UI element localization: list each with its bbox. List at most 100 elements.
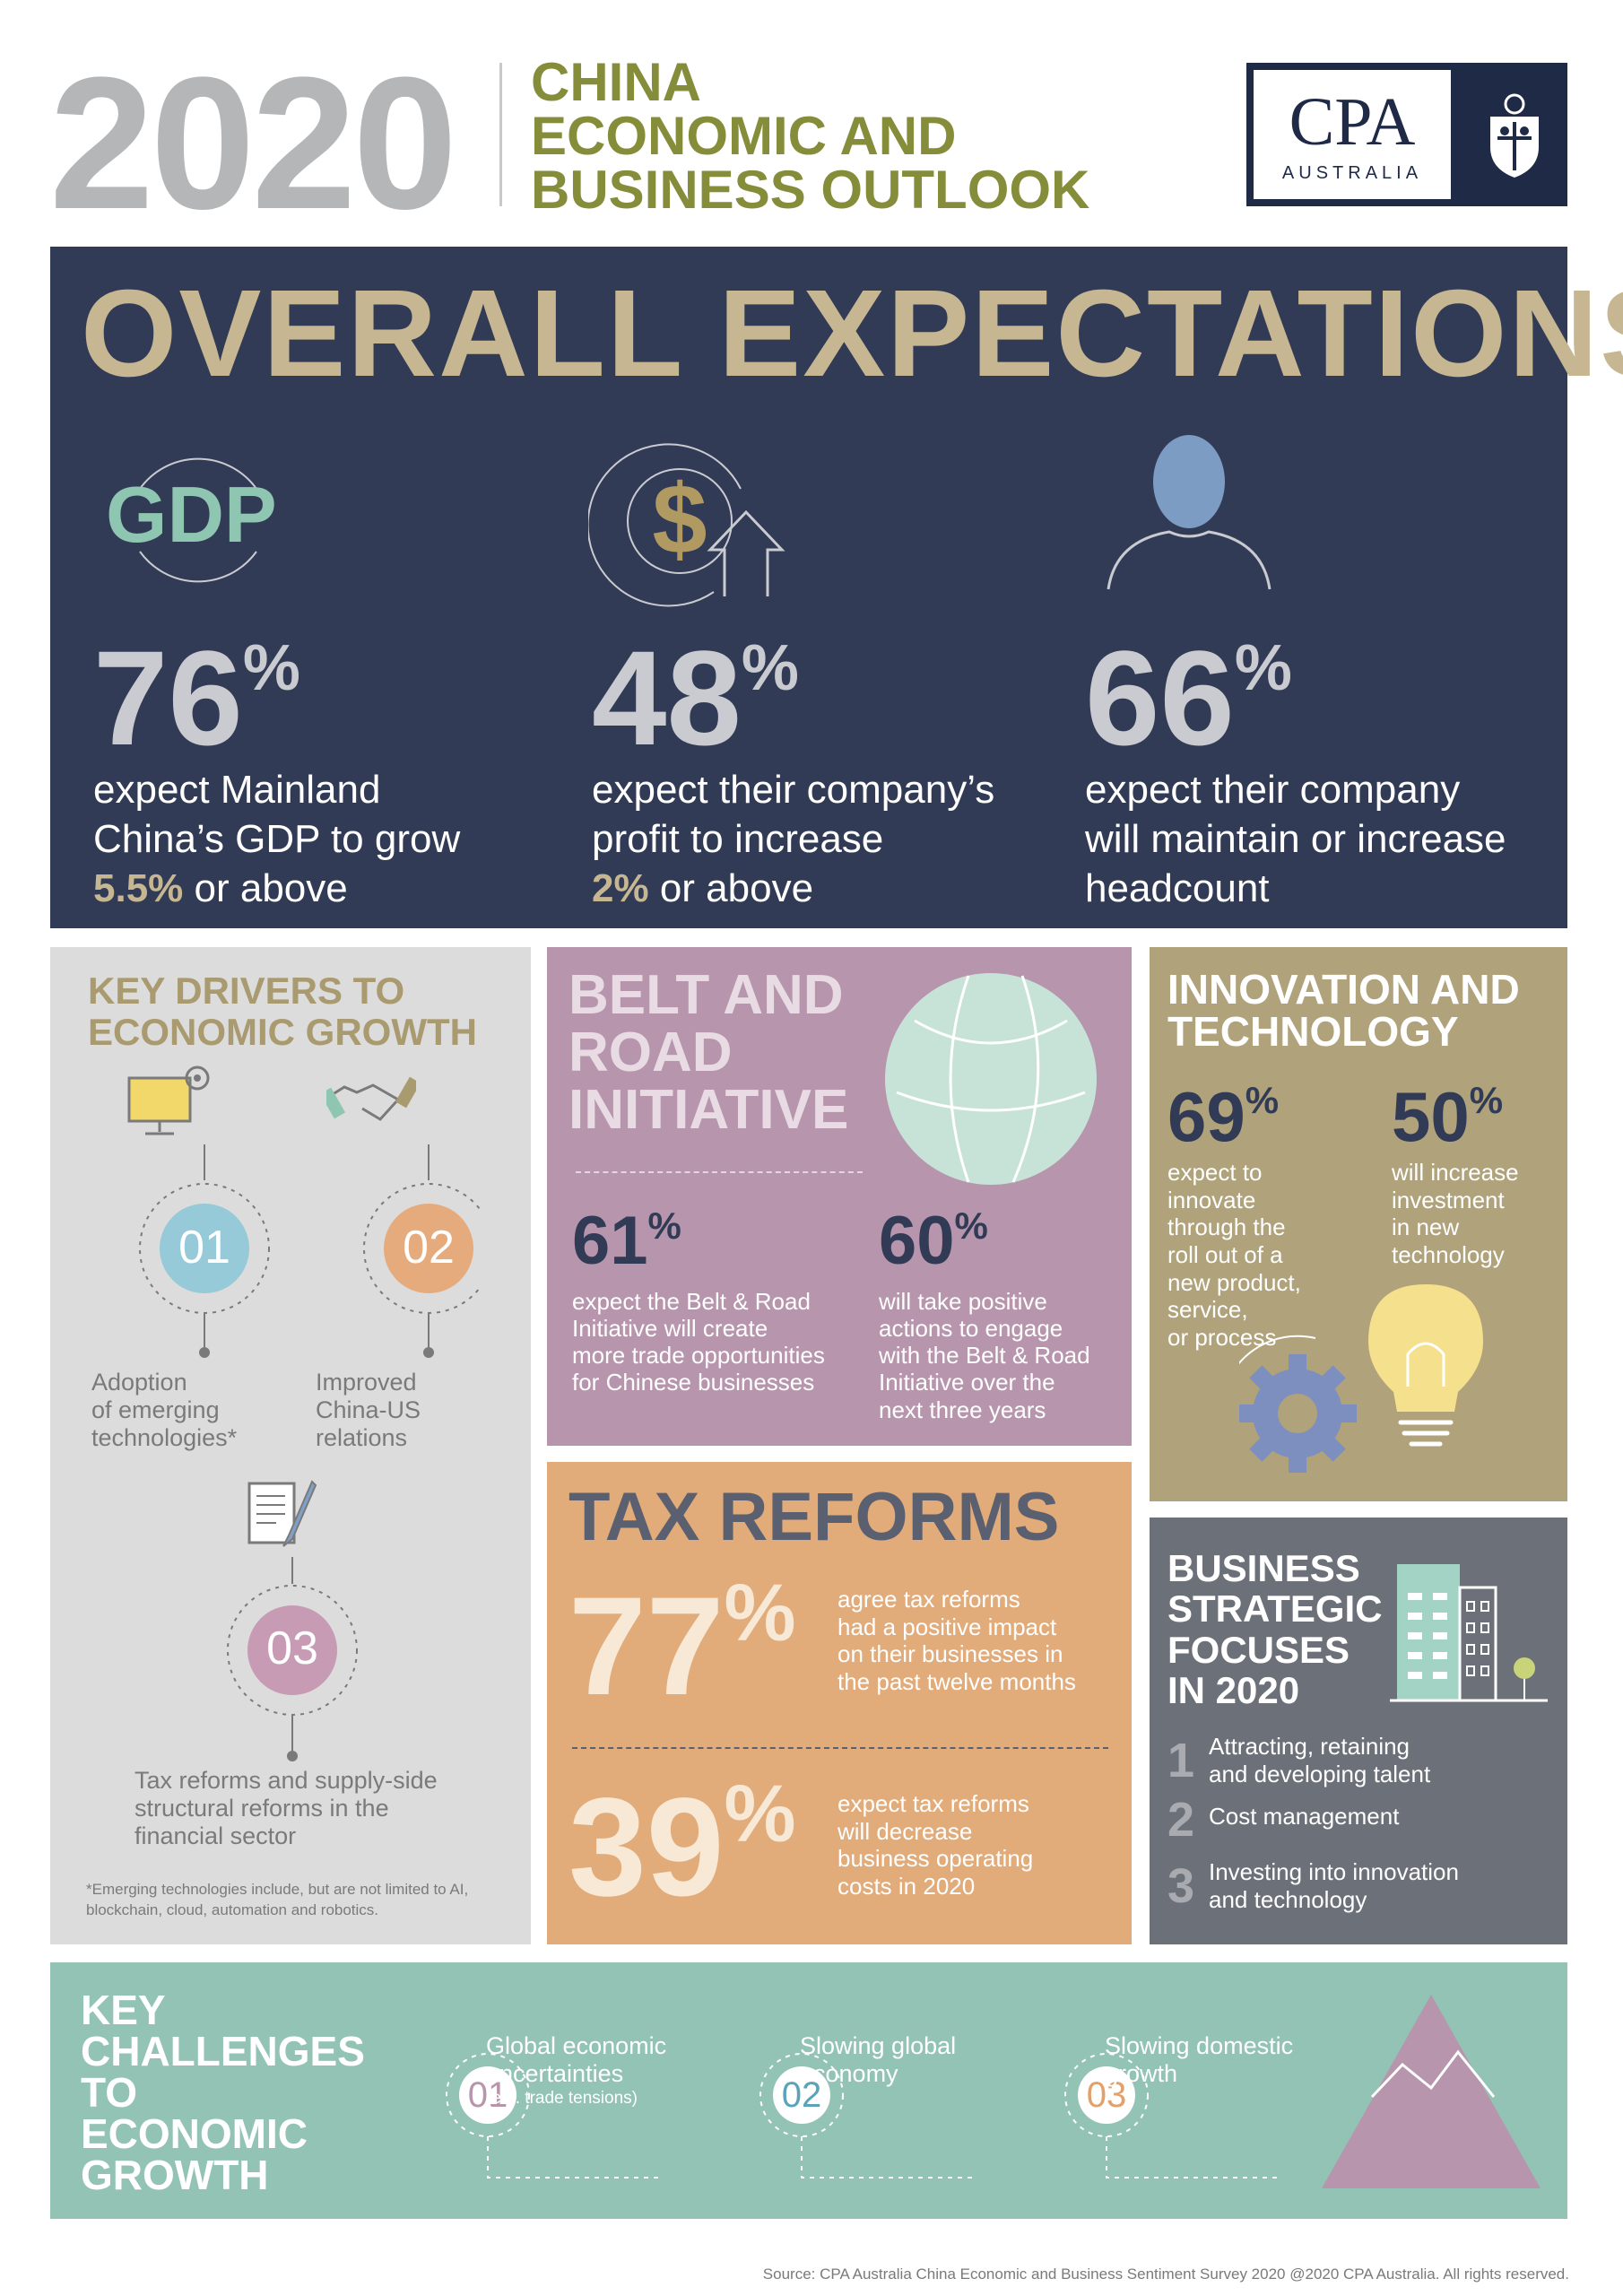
innovation-title-line: TECHNOLOGY bbox=[1167, 1008, 1459, 1056]
stat-line: more trade opportunities bbox=[572, 1342, 825, 1370]
stat-line: expect the Belt & Road bbox=[572, 1288, 811, 1315]
innovation-title: INNOVATION AND TECHNOLOGY bbox=[1167, 966, 1520, 1056]
challenges-title-line: CHALLENGES bbox=[81, 2028, 365, 2074]
drivers-connectors bbox=[139, 1144, 481, 1358]
stat-unit: % bbox=[954, 1205, 988, 1247]
challenges-title-line: GROWTH bbox=[81, 2152, 269, 2198]
stat-value: 50% bbox=[1392, 1082, 1519, 1152]
footnote-line: blockchain, cloud, automation and roboti… bbox=[86, 1900, 379, 1918]
stat-highlight: 5.5% bbox=[93, 866, 184, 910]
gdp-icon bbox=[139, 457, 257, 583]
stat-line: 2% or above bbox=[592, 864, 1058, 913]
focus-number: 2 bbox=[1167, 1793, 1195, 1847]
buildings-icon bbox=[1390, 1564, 1548, 1702]
challenge-line: growth bbox=[1105, 2060, 1178, 2088]
stat-unit: % bbox=[1234, 632, 1292, 704]
focus-line: Investing into innovation bbox=[1209, 1858, 1459, 1885]
challenge-line: Slowing domestic bbox=[1105, 2032, 1294, 2059]
business-title-line: STRATEGIC bbox=[1167, 1587, 1383, 1631]
person-icon bbox=[1107, 435, 1271, 590]
belt-stat-61: 61% expect the Belt & Road Initiative wi… bbox=[572, 1207, 825, 1396]
stat-number: 61 bbox=[572, 1203, 648, 1279]
challenge-line: Global economic bbox=[486, 2032, 667, 2059]
focus-text: Investing into innovation and technology bbox=[1209, 1858, 1549, 1913]
stat-number: 50 bbox=[1392, 1077, 1470, 1156]
stat-description: will take positive actions to engage wit… bbox=[879, 1288, 1090, 1423]
gdp-stat: 76% expect Mainland China’s GDP to grow … bbox=[93, 631, 560, 913]
globe-icon bbox=[885, 973, 1097, 1185]
tax-divider bbox=[572, 1747, 1108, 1749]
belt-divider bbox=[576, 1171, 863, 1173]
key-challenges-panel: KEY CHALLENGES TO ECONOMIC GROWTH 01 Glo… bbox=[50, 1962, 1567, 2219]
challenge-line: Slowing global bbox=[800, 2032, 957, 2059]
stat-value: 76% bbox=[93, 631, 560, 765]
challenge-line: economy bbox=[800, 2060, 898, 2088]
gear-icon bbox=[1239, 1335, 1357, 1473]
stat-description: expect their company will maintain or in… bbox=[1085, 765, 1551, 913]
belt-title-line: BELT AND bbox=[568, 964, 844, 1026]
handshake-icon bbox=[326, 1076, 416, 1121]
gdp-icon-text: GDP bbox=[106, 470, 277, 559]
challenges-title-line: ECONOMIC bbox=[81, 2110, 308, 2157]
stat-line: China’s GDP to grow bbox=[93, 817, 461, 861]
headcount-stat: 66% expect their company will maintain o… bbox=[1085, 631, 1551, 913]
driver-label-line: Tax reforms and supply-side bbox=[135, 1767, 438, 1794]
driver-number-01: 01 bbox=[178, 1222, 230, 1274]
driver-label-line: structural reforms in the bbox=[135, 1795, 389, 1822]
challenge-line: uncertainties bbox=[486, 2060, 624, 2088]
stat-line: had a positive impact bbox=[838, 1613, 1057, 1640]
tax-title: TAX REFORMS bbox=[568, 1479, 1060, 1555]
stat-line: will take positive bbox=[879, 1288, 1047, 1315]
stat-line-rest: headcount bbox=[1085, 866, 1270, 910]
stat-line: will decrease bbox=[838, 1817, 973, 1845]
report-title-line: ECONOMIC AND bbox=[531, 106, 957, 166]
challenges-title-line: TO bbox=[81, 2069, 138, 2116]
stat-unit: % bbox=[647, 1205, 681, 1247]
document-icon bbox=[247, 1480, 317, 1547]
stat-description: expect Mainland China’s GDP to grow 5.5%… bbox=[93, 765, 560, 913]
driver-number-02: 02 bbox=[403, 1222, 455, 1274]
drivers-title-line: KEY DRIVERS TO bbox=[88, 970, 405, 1012]
stat-line: Initiative over the bbox=[879, 1369, 1055, 1396]
stat-line: new product, bbox=[1167, 1268, 1301, 1296]
crest-icon bbox=[1490, 93, 1539, 178]
mountain-icon bbox=[1322, 1995, 1541, 2188]
stat-line: service, bbox=[1167, 1296, 1248, 1324]
report-title-line: CHINA bbox=[531, 52, 701, 112]
stat-number: 39 bbox=[568, 1770, 725, 1926]
stat-line-rest: or above bbox=[183, 866, 348, 910]
logo-australia-text: AUSTRALIA bbox=[1281, 163, 1423, 183]
focus-line: and developing talent bbox=[1209, 1760, 1431, 1787]
driver-number-03: 03 bbox=[266, 1622, 318, 1674]
stat-line: expect to bbox=[1167, 1159, 1263, 1186]
profit-stat: 48% expect their company’s profit to inc… bbox=[592, 631, 1058, 913]
header-divider bbox=[499, 63, 502, 206]
tax-reforms-panel: TAX REFORMS 77% agree tax reforms had a … bbox=[547, 1462, 1132, 1944]
challenge-text-02: Slowing global economy bbox=[800, 2032, 956, 2089]
tax-stat-39-value: 39% bbox=[568, 1774, 796, 1918]
challenge-number-03: 03 bbox=[1078, 2066, 1135, 2124]
challenge-number-02: 02 bbox=[773, 2066, 830, 2124]
overall-title: OVERALL EXPECTATIONS bbox=[81, 265, 1623, 403]
stat-line: expect their company’s bbox=[592, 768, 995, 812]
lightbulb-icon bbox=[1368, 1284, 1483, 1447]
stat-number: 69 bbox=[1167, 1077, 1245, 1156]
stat-line: next three years bbox=[879, 1396, 1046, 1423]
key-drivers-panel: KEY DRIVERS TO ECONOMIC GROWTH 01 02 Ado… bbox=[50, 947, 531, 1944]
focus-text: Cost management bbox=[1209, 1803, 1549, 1831]
stat-line: expect their company bbox=[1085, 768, 1461, 812]
stat-line: innovate bbox=[1167, 1186, 1256, 1213]
belt-title-line: INITIATIVE bbox=[568, 1078, 849, 1141]
business-title-line: BUSINESS bbox=[1167, 1547, 1360, 1589]
innovation-title-line: INNOVATION AND bbox=[1167, 966, 1520, 1013]
stat-value: 48% bbox=[592, 631, 1058, 765]
innovation-stat-69: 69% expect to innovate through the roll … bbox=[1167, 1082, 1301, 1352]
report-title-line: BUSINESS OUTLOOK bbox=[531, 160, 1090, 220]
stat-line: technology bbox=[1392, 1241, 1505, 1269]
drivers-footnote: *Emerging technologies include, but are … bbox=[86, 1880, 508, 1921]
stat-line: the past twelve months bbox=[838, 1668, 1076, 1696]
business-title-line: IN 2020 bbox=[1167, 1669, 1300, 1712]
driver-label-line: financial sector bbox=[135, 1822, 297, 1850]
focus-line: Attracting, retaining bbox=[1209, 1733, 1410, 1760]
business-title-line: FOCUSES bbox=[1167, 1628, 1350, 1671]
